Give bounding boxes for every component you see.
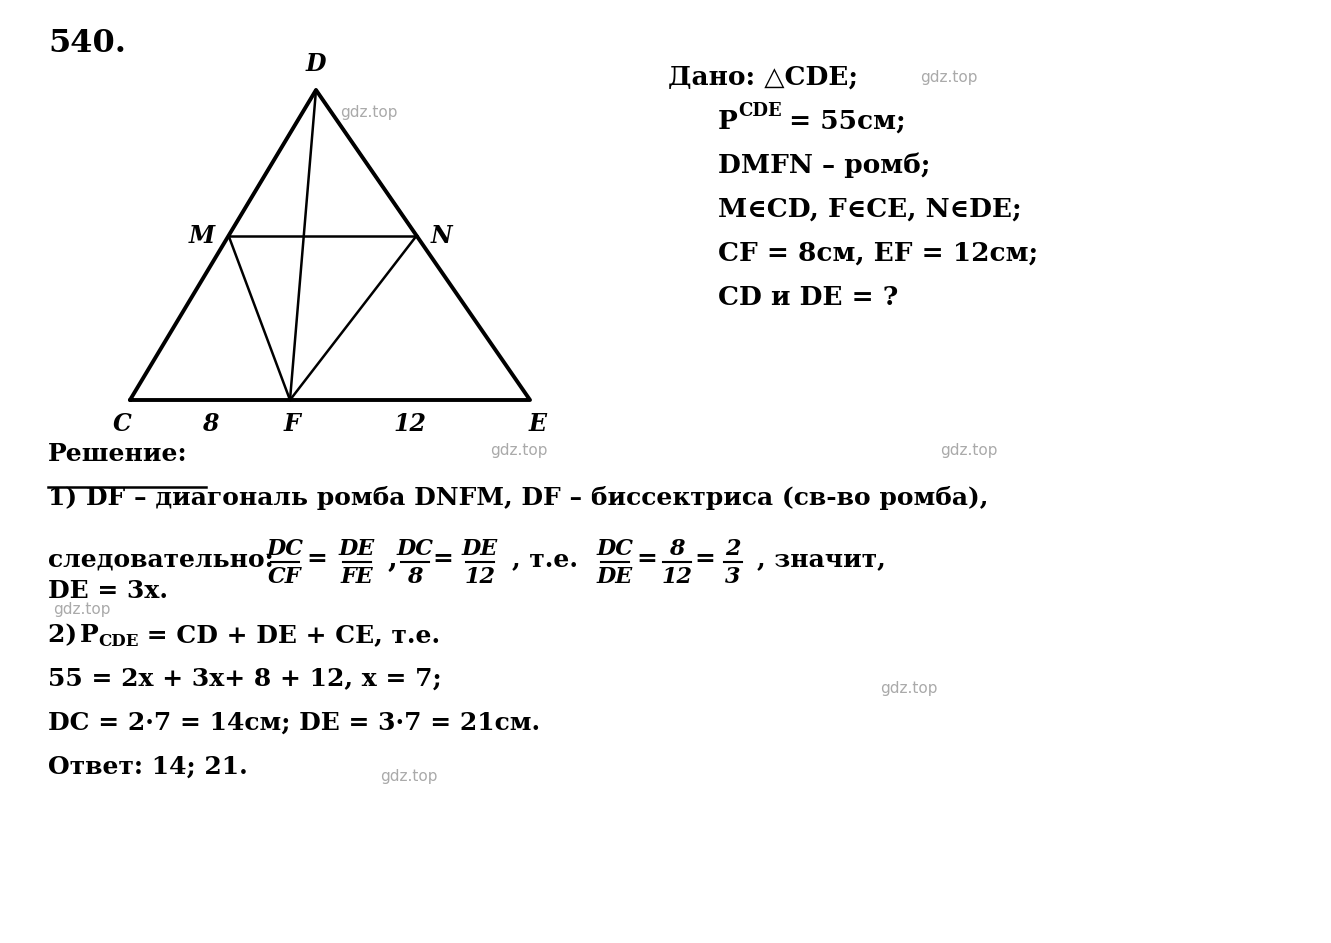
- Text: C: C: [113, 412, 132, 436]
- Text: gdz.top: gdz.top: [339, 105, 398, 120]
- Text: = CD + DE + CE, т.е.: = CD + DE + CE, т.е.: [138, 623, 441, 647]
- Text: CDE: CDE: [98, 633, 138, 650]
- Text: DC: DC: [596, 538, 634, 560]
- Text: DMFN – ромб;: DMFN – ромб;: [717, 153, 930, 178]
- Text: gdz.top: gdz.top: [880, 681, 937, 696]
- Text: 55 = 2x + 3x+ 8 + 12, x = 7;: 55 = 2x + 3x+ 8 + 12, x = 7;: [48, 667, 442, 691]
- Text: 2: 2: [725, 538, 741, 560]
- Text: 1) DF – диагональ ромба DNFM, DF – биссектриса (св-во ромба),: 1) DF – диагональ ромба DNFM, DF – биссе…: [48, 486, 989, 510]
- Text: DC: DC: [266, 538, 303, 560]
- Text: 12: 12: [465, 566, 495, 588]
- Text: 12: 12: [662, 566, 692, 588]
- Text: DC: DC: [397, 538, 434, 560]
- Text: Решение:: Решение:: [48, 442, 188, 466]
- Text: M: M: [189, 223, 214, 248]
- Text: CD и DE = ?: CD и DE = ?: [717, 285, 898, 310]
- Text: =: =: [306, 547, 327, 571]
- Text: 8: 8: [407, 566, 423, 588]
- Text: P: P: [717, 109, 737, 134]
- Text: gdz.top: gdz.top: [379, 769, 438, 784]
- Text: =: =: [636, 547, 658, 571]
- Text: 8: 8: [669, 538, 684, 560]
- Text: =: =: [695, 547, 716, 571]
- Text: M∈CD, F∈CE, N∈DE;: M∈CD, F∈CE, N∈DE;: [717, 197, 1022, 222]
- Text: Дано: △CDE;: Дано: △CDE;: [668, 65, 858, 90]
- Text: gdz.top: gdz.top: [920, 70, 977, 85]
- Text: следовательно:: следовательно:: [48, 547, 274, 571]
- Text: DE = 3x.: DE = 3x.: [48, 579, 168, 603]
- Text: gdz.top: gdz.top: [53, 602, 110, 617]
- Text: DC = 2·7 = 14см; DE = 3·7 = 21см.: DC = 2·7 = 14см; DE = 3·7 = 21см.: [48, 711, 540, 735]
- Text: CF: CF: [269, 566, 302, 588]
- Text: 540.: 540.: [48, 28, 126, 59]
- Text: DE: DE: [462, 538, 498, 560]
- Text: D: D: [306, 52, 326, 76]
- Text: CF = 8см, EF = 12см;: CF = 8см, EF = 12см;: [717, 241, 1038, 266]
- Text: DE: DE: [596, 566, 634, 588]
- Text: DE: DE: [339, 538, 375, 560]
- Text: gdz.top: gdz.top: [940, 443, 997, 458]
- Text: P: P: [80, 623, 98, 647]
- Text: 8: 8: [202, 412, 218, 436]
- Text: Ответ: 14; 21.: Ответ: 14; 21.: [48, 755, 248, 779]
- Text: , т.е.: , т.е.: [512, 547, 578, 571]
- Text: 3: 3: [725, 566, 741, 588]
- Text: N: N: [431, 223, 453, 248]
- Text: FE: FE: [341, 566, 374, 588]
- Text: 12: 12: [394, 412, 426, 436]
- Text: , значит,: , значит,: [757, 547, 885, 571]
- Text: E: E: [528, 412, 547, 436]
- Text: 2): 2): [48, 623, 87, 647]
- Text: gdz.top: gdz.top: [490, 443, 547, 458]
- Text: = 55см;: = 55см;: [780, 109, 905, 134]
- Text: CDE: CDE: [737, 102, 781, 120]
- Text: =: =: [433, 547, 454, 571]
- Text: ,: ,: [389, 545, 398, 572]
- Text: F: F: [284, 412, 301, 436]
